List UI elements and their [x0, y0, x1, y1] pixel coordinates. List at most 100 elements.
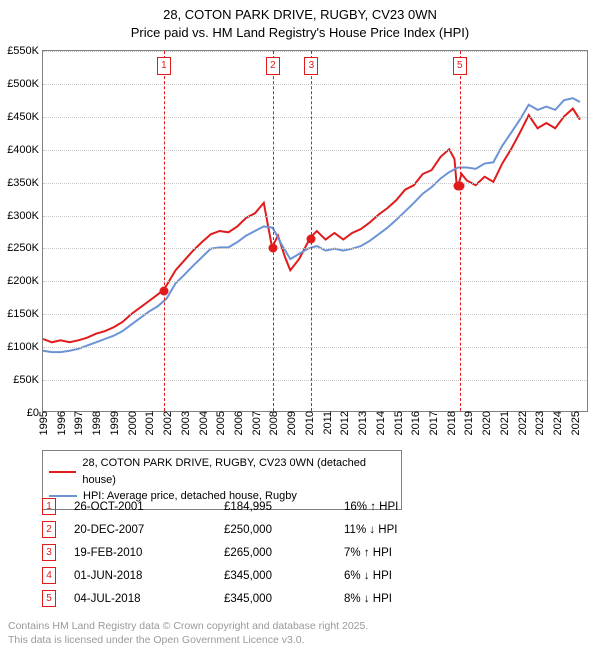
sale-marker-vline [164, 51, 165, 411]
chart-title: 28, COTON PARK DRIVE, RUGBY, CV23 0WN Pr… [0, 0, 600, 42]
footer-line1: Contains HM Land Registry data © Crown c… [8, 620, 368, 634]
gridline [43, 117, 587, 118]
x-tick-label: 2007 [249, 411, 263, 435]
legend-label: 28, COTON PARK DRIVE, RUGBY, CV23 0WN (d… [82, 455, 395, 488]
gridline [43, 51, 587, 52]
x-tick-label: 1999 [107, 411, 121, 435]
sale-pct: 11% ↓ HPI [344, 518, 398, 541]
sale-row: 319-FEB-2010£265,0007% ↑ HPI [42, 541, 398, 564]
sale-pct: 7% ↑ HPI [344, 541, 398, 564]
x-tick-label: 2008 [266, 411, 280, 435]
x-tick-label: 2014 [373, 411, 387, 435]
x-tick-label: 1997 [71, 411, 85, 435]
sale-marker-vline [311, 51, 312, 411]
x-tick-label: 2023 [532, 411, 546, 435]
x-tick-label: 2013 [355, 411, 369, 435]
x-tick-label: 2020 [479, 411, 493, 435]
sale-row: 220-DEC-2007£250,00011% ↓ HPI [42, 518, 398, 541]
sale-marker-vline [460, 51, 461, 411]
sale-date: 19-FEB-2010 [74, 541, 224, 564]
y-tick-label: £50K [13, 374, 43, 386]
sale-marker-cell: 1 [42, 495, 74, 518]
gridline [43, 380, 587, 381]
sale-price: £184,995 [224, 495, 344, 518]
gridline [43, 248, 587, 249]
gridline [43, 281, 587, 282]
sales-table: 126-OCT-2001£184,99516% ↑ HPI220-DEC-200… [42, 495, 398, 610]
y-tick-label: £500K [7, 78, 43, 90]
sale-row: 126-OCT-2001£184,99516% ↑ HPI [42, 495, 398, 518]
sale-price: £345,000 [224, 564, 344, 587]
x-tick-label: 2002 [160, 411, 174, 435]
gridline [43, 183, 587, 184]
x-tick-label: 2025 [568, 411, 582, 435]
sale-marker-box: 5 [453, 57, 467, 75]
x-tick-label: 2017 [426, 411, 440, 435]
footer-line2: This data is licensed under the Open Gov… [8, 634, 368, 648]
x-tick-label: 2004 [196, 411, 210, 435]
y-tick-label: £300K [7, 210, 43, 222]
x-tick-label: 2011 [320, 411, 334, 435]
sale-dot [268, 244, 277, 253]
title-line2: Price paid vs. HM Land Registry's House … [0, 24, 600, 42]
x-tick-label: 1995 [36, 411, 50, 435]
sale-date: 01-JUN-2018 [74, 564, 224, 587]
sale-marker-cell: 5 [42, 587, 74, 610]
x-tick-label: 2006 [231, 411, 245, 435]
y-tick-label: £150K [7, 308, 43, 320]
x-tick-label: 2021 [497, 411, 511, 435]
sale-marker-box: 2 [266, 57, 280, 75]
chart-area: £0£50K£100K£150K£200K£250K£300K£350K£400… [42, 50, 588, 412]
sale-marker-cell: 3 [42, 541, 74, 564]
gridline [43, 314, 587, 315]
sale-row: 401-JUN-2018£345,0006% ↓ HPI [42, 564, 398, 587]
gridline [43, 84, 587, 85]
x-tick-label: 1996 [54, 411, 68, 435]
sale-pct: 16% ↑ HPI [344, 495, 398, 518]
sale-marker-cell: 2 [42, 518, 74, 541]
x-tick-label: 2022 [515, 411, 529, 435]
x-tick-label: 2001 [142, 411, 156, 435]
sale-date: 04-JUL-2018 [74, 587, 224, 610]
y-tick-label: £100K [7, 341, 43, 353]
sale-pct: 8% ↓ HPI [344, 587, 398, 610]
sale-marker-box: 1 [157, 57, 171, 75]
x-tick-label: 2016 [408, 411, 422, 435]
x-tick-label: 2018 [444, 411, 458, 435]
x-tick-label: 2009 [284, 411, 298, 435]
x-tick-label: 2000 [125, 411, 139, 435]
sale-dot [455, 181, 464, 190]
x-tick-label: 2012 [337, 411, 351, 435]
gridline [43, 347, 587, 348]
x-tick-label: 2003 [178, 411, 192, 435]
page: 28, COTON PARK DRIVE, RUGBY, CV23 0WN Pr… [0, 0, 600, 650]
legend-row-property: 28, COTON PARK DRIVE, RUGBY, CV23 0WN (d… [49, 455, 395, 488]
title-line1: 28, COTON PARK DRIVE, RUGBY, CV23 0WN [0, 6, 600, 24]
x-tick-label: 1998 [89, 411, 103, 435]
sale-price: £250,000 [224, 518, 344, 541]
sale-price: £345,000 [224, 587, 344, 610]
sale-marker-vline [273, 51, 274, 411]
sale-pct: 6% ↓ HPI [344, 564, 398, 587]
y-tick-label: £450K [7, 111, 43, 123]
y-tick-label: £250K [7, 242, 43, 254]
legend-swatch [49, 471, 76, 473]
y-tick-label: £550K [7, 45, 43, 57]
gridline [43, 150, 587, 151]
y-tick-label: £200K [7, 275, 43, 287]
x-tick-label: 2024 [550, 411, 564, 435]
sale-price: £265,000 [224, 541, 344, 564]
y-tick-label: £400K [7, 144, 43, 156]
sale-marker-cell: 4 [42, 564, 74, 587]
x-tick-label: 2015 [391, 411, 405, 435]
y-tick-label: £350K [7, 177, 43, 189]
sale-date: 26-OCT-2001 [74, 495, 224, 518]
sale-row: 504-JUL-2018£345,0008% ↓ HPI [42, 587, 398, 610]
chart-lines [43, 51, 587, 411]
sale-dot [307, 234, 316, 243]
x-tick-label: 2005 [213, 411, 227, 435]
x-tick-label: 2010 [302, 411, 316, 435]
footer: Contains HM Land Registry data © Crown c… [8, 620, 368, 647]
gridline [43, 216, 587, 217]
sale-dot [159, 287, 168, 296]
